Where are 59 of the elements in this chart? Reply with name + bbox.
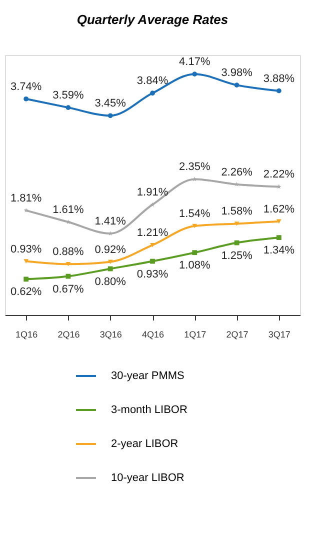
data-label: 2.35%	[179, 161, 210, 174]
x-tick-label: 1Q16	[16, 330, 38, 340]
data-label: 1.61%	[52, 204, 84, 216]
data-label: 3.45%	[94, 98, 126, 110]
data-label: 4.17%	[179, 56, 210, 68]
data-label: 0.80%	[94, 276, 126, 288]
point	[24, 96, 29, 102]
point	[24, 208, 28, 212]
point	[150, 90, 155, 96]
data-label: 3.74%	[10, 80, 42, 93]
point	[24, 276, 29, 282]
legend-label: 10-year LIBOR	[111, 472, 184, 484]
point	[234, 222, 240, 226]
x-tick-label: 3Q16	[100, 330, 122, 340]
x-tick-label: 3Q17	[268, 330, 290, 340]
data-label: 1.08%	[179, 260, 210, 272]
data-label: 0.92%	[94, 244, 126, 256]
point	[276, 235, 282, 240]
point	[108, 260, 113, 264]
legend-label: 30-year PMMS	[111, 370, 184, 382]
data-label: 1.91%	[136, 186, 168, 199]
data-label: 0.67%	[52, 283, 84, 296]
data-label: 1.58%	[221, 206, 253, 218]
x-tick-label: 4Q16	[142, 330, 164, 340]
point	[66, 105, 71, 110]
x-tick-label: 1Q17	[184, 330, 206, 340]
point	[192, 72, 198, 77]
point	[192, 224, 198, 228]
x-tick-label: 2Q16	[58, 330, 80, 340]
legend-label: 2-year LIBOR	[111, 438, 178, 450]
data-label: 3.84%	[136, 75, 168, 88]
data-label: 0.62%	[10, 286, 42, 298]
point	[108, 113, 113, 118]
data-label: 2.26%	[221, 166, 253, 178]
data-label: 3.88%	[263, 72, 295, 85]
point	[24, 259, 29, 264]
data-label: 0.93%	[136, 268, 168, 280]
data-label: 1.81%	[10, 192, 42, 204]
point	[66, 262, 71, 266]
legend-label: 3-month LIBOR	[111, 404, 188, 416]
data-label: 1.54%	[179, 208, 210, 220]
data-label: 3.98%	[221, 67, 253, 80]
data-label: 0.88%	[52, 246, 84, 258]
data-label: 2.22%	[263, 168, 295, 181]
data-label: 1.25%	[221, 250, 253, 262]
point	[234, 82, 240, 88]
point	[276, 88, 282, 94]
data-label: 1.21%	[136, 227, 168, 240]
data-label: 3.59%	[52, 90, 84, 102]
point	[108, 266, 113, 272]
point	[150, 242, 155, 248]
data-label: 1.34%	[263, 244, 295, 257]
data-label: 1.62%	[263, 203, 295, 216]
data-label: 1.41%	[94, 216, 126, 228]
data-label: 0.93%	[10, 243, 42, 256]
point	[150, 258, 155, 264]
point	[192, 250, 198, 256]
chart-title: Quarterly Average Rates	[76, 12, 228, 27]
x-tick-label: 2Q17	[226, 330, 248, 340]
